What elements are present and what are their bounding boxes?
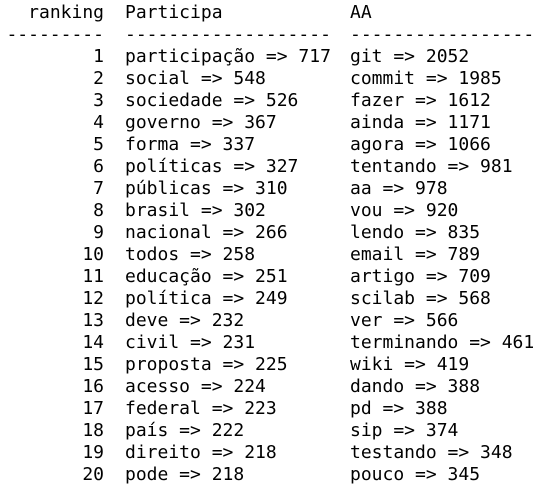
table-row: 12 política => 249 scilab => 568	[0, 288, 541, 310]
participa-cell: pode => 218	[125, 464, 245, 485]
aa-cell: ver => 566	[350, 310, 459, 331]
table-row: 18 país => 222 sip => 374	[0, 420, 541, 442]
rank-cell: 8	[93, 200, 104, 221]
participa-cell: federal => 223	[125, 398, 277, 419]
aa-cell: pouco => 345	[350, 464, 481, 485]
rank-cell: 20	[82, 464, 104, 485]
aa-cell: email => 789	[350, 244, 481, 265]
separator-ranking: ---------	[6, 24, 104, 45]
table-row: 19 direito => 218 testando => 348	[0, 442, 541, 464]
participa-cell: direito => 218	[125, 442, 277, 463]
header-aa: AA	[350, 2, 372, 23]
participa-cell: políticas => 327	[125, 156, 299, 177]
rank-cell: 13	[82, 310, 104, 331]
aa-cell: ainda => 1171	[350, 112, 491, 133]
rank-cell: 17	[82, 398, 104, 419]
participa-cell: nacional => 266	[125, 222, 288, 243]
table-row: 13 deve => 232 ver => 566	[0, 310, 541, 332]
table-row: 15 proposta => 225 wiki => 419	[0, 354, 541, 376]
table-row: 20 pode => 218 pouco => 345	[0, 464, 541, 486]
participa-cell: civil => 231	[125, 332, 256, 353]
table-row: 17 federal => 223 pd => 388	[0, 398, 541, 420]
table-row: 3 sociedade => 526 fazer => 1612	[0, 90, 541, 112]
participa-cell: educação => 251	[125, 266, 288, 287]
aa-cell: git => 2052	[350, 46, 470, 67]
participa-cell: social => 548	[125, 68, 266, 89]
rank-cell: 6	[93, 156, 104, 177]
rank-cell: 2	[93, 68, 104, 89]
aa-cell: agora => 1066	[350, 134, 491, 155]
header-ranking: ranking	[28, 2, 104, 23]
rank-cell: 12	[82, 288, 104, 309]
participa-cell: país => 222	[125, 420, 245, 441]
aa-cell: lendo => 835	[350, 222, 481, 243]
table-row: 7 públicas => 310 aa => 978	[0, 178, 541, 200]
aa-cell: aa => 978	[350, 178, 448, 199]
separator-participa: -------------------	[125, 24, 331, 45]
rank-cell: 16	[82, 376, 104, 397]
aa-cell: wiki => 419	[350, 354, 470, 375]
table-row: 16 acesso => 224 dando => 388	[0, 376, 541, 398]
table-row: 1 participação => 717 git => 2052	[0, 46, 541, 68]
rank-cell: 9	[93, 222, 104, 243]
aa-cell: vou => 920	[350, 200, 459, 221]
aa-cell: terminando => 461	[350, 332, 535, 353]
rank-cell: 1	[93, 46, 104, 67]
aa-cell: artigo => 709	[350, 266, 491, 287]
participa-cell: brasil => 302	[125, 200, 266, 221]
rank-cell: 18	[82, 420, 104, 441]
participa-cell: todos => 258	[125, 244, 256, 265]
aa-cell: testando => 348	[350, 442, 513, 463]
participa-cell: política => 249	[125, 288, 288, 309]
table-row: 4 governo => 367 ainda => 1171	[0, 112, 541, 134]
aa-cell: sip => 374	[350, 420, 459, 441]
table-row: 14 civil => 231 terminando => 461	[0, 332, 541, 354]
header-row: ranking Participa AA	[0, 2, 541, 24]
table-row: 6 políticas => 327 tentando => 981	[0, 156, 541, 178]
aa-cell: scilab => 568	[350, 288, 491, 309]
rank-cell: 15	[82, 354, 104, 375]
table-row: 8 brasil => 302 vou => 920	[0, 200, 541, 222]
aa-cell: fazer => 1612	[350, 90, 491, 111]
table-row: 10 todos => 258 email => 789	[0, 244, 541, 266]
separator-row: --------- ------------------- ----------…	[0, 24, 541, 46]
aa-cell: pd => 388	[350, 398, 448, 419]
participa-cell: deve => 232	[125, 310, 245, 331]
rank-cell: 5	[93, 134, 104, 155]
table-row: 5 forma => 337 agora => 1066	[0, 134, 541, 156]
header-participa: Participa	[125, 2, 223, 23]
table-row: 11 educação => 251 artigo => 709	[0, 266, 541, 288]
participa-cell: proposta => 225	[125, 354, 288, 375]
rank-cell: 3	[93, 90, 104, 111]
participa-cell: públicas => 310	[125, 178, 288, 199]
table-row: 2 social => 548 commit => 1985	[0, 68, 541, 90]
participa-cell: forma => 337	[125, 134, 256, 155]
table-row: 9 nacional => 266 lendo => 835	[0, 222, 541, 244]
rank-cell: 4	[93, 112, 104, 133]
rank-cell: 7	[93, 178, 104, 199]
rank-cell: 14	[82, 332, 104, 353]
separator-aa: -----------------	[350, 24, 535, 45]
participa-cell: governo => 367	[125, 112, 277, 133]
rank-cell: 11	[82, 266, 104, 287]
participa-cell: acesso => 224	[125, 376, 266, 397]
aa-cell: tentando => 981	[350, 156, 513, 177]
participa-cell: sociedade => 526	[125, 90, 299, 111]
participa-cell: participação => 717	[125, 46, 331, 67]
aa-cell: commit => 1985	[350, 68, 502, 89]
rank-cell: 19	[82, 442, 104, 463]
rank-cell: 10	[82, 244, 104, 265]
aa-cell: dando => 388	[350, 376, 481, 397]
